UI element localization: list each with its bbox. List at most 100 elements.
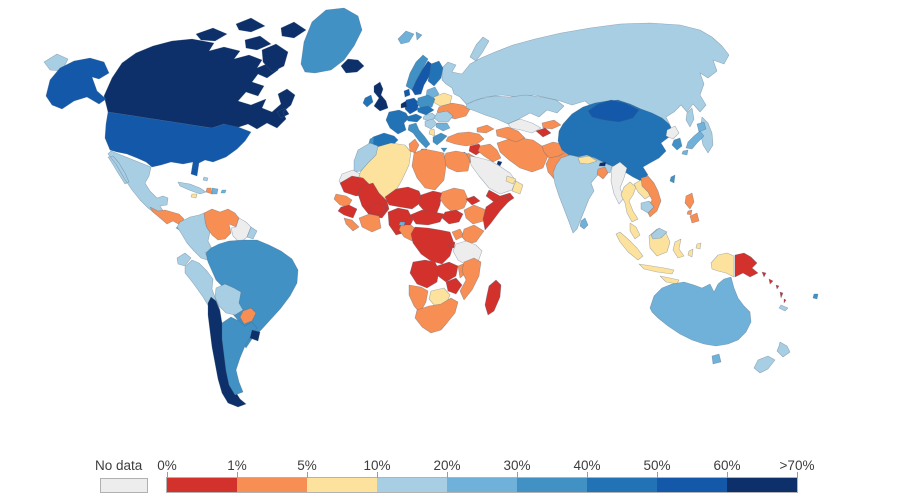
region-caucasus[interactable] <box>476 124 495 134</box>
region-paraguay[interactable] <box>239 307 257 325</box>
region-libya[interactable] <box>411 148 447 191</box>
region-papua_new_guinea[interactable] <box>734 252 759 278</box>
region-bhutan[interactable] <box>598 161 607 167</box>
region-romania[interactable] <box>433 110 454 123</box>
region-solomon_islands[interactable] <box>761 271 780 290</box>
region-dominican_republic[interactable] <box>211 187 219 195</box>
region-kenya[interactable] <box>461 224 485 245</box>
region-philippines[interactable] <box>684 192 700 224</box>
region-jamaica[interactable] <box>190 193 198 199</box>
region-mongolia[interactable] <box>587 99 640 123</box>
region-greece[interactable] <box>432 132 448 153</box>
region-australia[interactable] <box>649 276 752 365</box>
region-united_kingdom[interactable] <box>373 81 389 112</box>
region-ivory_coast_ghana[interactable] <box>358 213 382 233</box>
region-drc[interactable] <box>410 226 455 265</box>
legend-segment-7[interactable] <box>657 478 727 492</box>
region-mexico[interactable] <box>107 150 169 216</box>
region-kuwait[interactable] <box>496 160 503 167</box>
region-chad[interactable] <box>418 190 443 216</box>
region-guinea_region[interactable] <box>337 204 358 219</box>
region-france[interactable] <box>385 109 410 135</box>
region-cuba[interactable] <box>177 181 207 195</box>
region-china[interactable] <box>557 99 673 182</box>
region-madagascar[interactable] <box>484 279 502 316</box>
region-denmark[interactable] <box>403 88 411 98</box>
region-south_sudan[interactable] <box>441 209 464 225</box>
region-benelux[interactable] <box>400 100 408 109</box>
region-zambia[interactable] <box>436 261 459 283</box>
region-czechia_slovakia[interactable] <box>416 105 435 116</box>
region-burkina_faso[interactable] <box>368 202 388 216</box>
region-argentina[interactable] <box>221 316 258 396</box>
region-alaska[interactable] <box>45 57 110 110</box>
region-japan[interactable] <box>681 121 707 156</box>
legend-segment-8[interactable] <box>727 478 797 492</box>
region-cambodia[interactable] <box>640 200 655 214</box>
region-namibia[interactable] <box>408 284 429 314</box>
region-iran[interactable] <box>496 137 549 173</box>
region-kazakhstan[interactable] <box>465 94 565 125</box>
region-ireland[interactable] <box>362 94 374 108</box>
region-cameroon_car[interactable] <box>409 209 445 226</box>
legend-segment-6[interactable] <box>587 478 657 492</box>
region-serbia_balkans[interactable] <box>424 118 438 130</box>
legend-no-data-swatch[interactable] <box>100 478 148 493</box>
region-canadian_arctic_islands[interactable] <box>195 17 307 73</box>
region-south_africa[interactable] <box>414 297 459 334</box>
region-greenland[interactable] <box>300 7 363 74</box>
legend-segment-3[interactable] <box>377 478 447 492</box>
region-taiwan[interactable] <box>669 174 676 184</box>
region-sierra_leone_liberia[interactable] <box>343 217 360 232</box>
region-fiji[interactable] <box>812 293 819 300</box>
region-kyrgyzstan[interactable] <box>541 119 562 130</box>
region-russia[interactable] <box>43 22 730 154</box>
region-iceland[interactable] <box>340 58 365 74</box>
region-eritrea[interactable] <box>465 195 481 206</box>
region-zimbabwe[interactable] <box>445 277 463 295</box>
region-switzerland_austria[interactable] <box>405 113 423 123</box>
region-thailand[interactable] <box>620 181 639 223</box>
region-finland[interactable] <box>427 60 444 87</box>
region-bangladesh[interactable] <box>596 166 609 180</box>
region-new_caledonia[interactable] <box>778 304 789 312</box>
region-rwanda_burundi[interactable] <box>447 241 456 249</box>
region-central_america[interactable] <box>149 206 185 226</box>
region-indonesia[interactable] <box>615 228 735 285</box>
region-uae[interactable] <box>505 175 517 185</box>
region-south_korea[interactable] <box>671 137 683 151</box>
region-iraq[interactable] <box>477 143 502 163</box>
region-east_malaysia[interactable] <box>650 227 668 240</box>
region-mozambique[interactable] <box>459 257 482 301</box>
region-oman[interactable] <box>511 180 524 195</box>
region-india[interactable] <box>552 154 613 234</box>
region-uruguay[interactable] <box>249 329 261 342</box>
region-venezuela[interactable] <box>203 208 240 241</box>
region-ecuador[interactable] <box>176 252 192 267</box>
region-egypt[interactable] <box>442 150 471 173</box>
region-morocco[interactable] <box>353 142 379 173</box>
region-poland[interactable] <box>416 94 436 111</box>
region-turkmenistan[interactable] <box>495 126 526 143</box>
region-somalia[interactable] <box>482 195 511 231</box>
region-bahamas[interactable] <box>202 176 209 182</box>
region-haiti[interactable] <box>205 187 213 195</box>
region-angola[interactable] <box>409 259 440 289</box>
region-puerto_rico[interactable] <box>220 189 227 194</box>
region-malaysia[interactable] <box>629 222 641 240</box>
legend-segment-0[interactable] <box>167 478 237 492</box>
region-bulgaria[interactable] <box>435 122 451 132</box>
region-new_zealand[interactable] <box>753 341 791 374</box>
legend-segment-5[interactable] <box>517 478 587 492</box>
region-french_guiana[interactable] <box>246 226 258 240</box>
region-tajikistan[interactable] <box>535 127 552 138</box>
region-uzbekistan[interactable] <box>507 118 542 134</box>
region-sri_lanka[interactable] <box>579 217 589 230</box>
region-vietnam[interactable] <box>640 175 662 218</box>
region-usa[interactable] <box>104 111 252 177</box>
legend-segment-4[interactable] <box>447 478 517 492</box>
region-nepal[interactable] <box>577 155 598 165</box>
region-albania[interactable] <box>428 128 436 137</box>
region-hungary[interactable] <box>422 112 438 122</box>
region-turkey[interactable] <box>445 131 485 147</box>
